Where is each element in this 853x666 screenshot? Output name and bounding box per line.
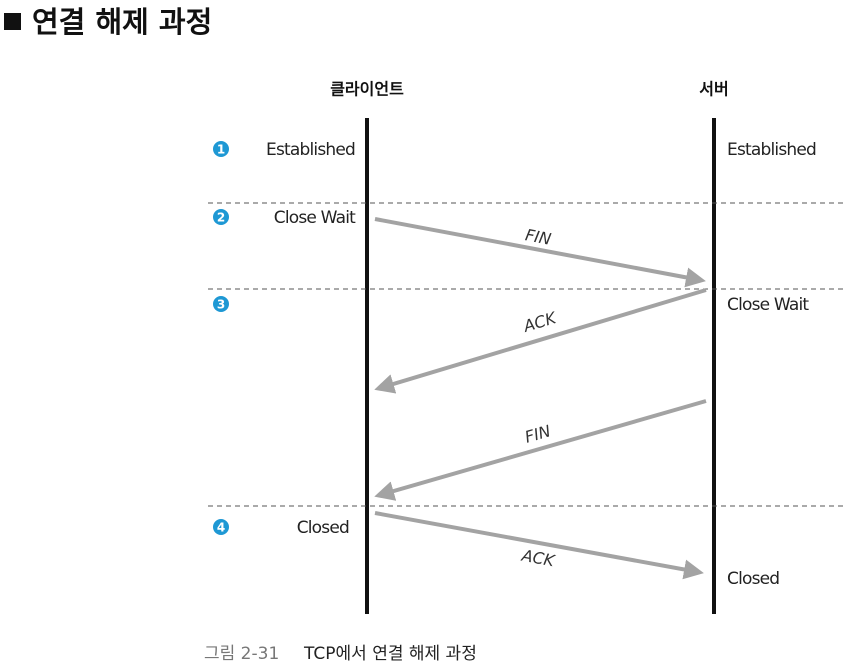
step-number: 4 [217,521,225,535]
step-badge: 2 [213,209,229,225]
server-state: Closed [727,569,779,589]
client-header: 클라이언트 [330,80,404,99]
caption-text: TCP에서 연결 해제 과정 [303,644,477,664]
step-badge: 3 [213,296,229,312]
message-arrow [374,217,706,288]
client-state: Close Wait [274,208,356,228]
client-state: Established [266,140,355,160]
step-number: 2 [217,211,225,225]
message-arrow [374,288,707,394]
server-state: Close Wait [727,295,809,315]
page-title: 연결 해제 과정 [32,5,212,39]
message-arrow [374,399,707,501]
client-state: Closed [297,518,349,538]
message-arrow [374,511,704,580]
server-header: 서버 [699,80,728,99]
step-number: 1 [217,143,225,157]
message-label: FIN [523,421,553,446]
message-label: ACK [519,546,557,571]
message-label: ACK [520,308,559,336]
step-badge: 4 [213,519,229,535]
title-bullet [4,13,21,30]
step-number: 3 [217,298,225,312]
server-state: Established [727,140,816,160]
step-badge: 1 [213,141,229,157]
message-label: FIN [524,225,553,248]
caption-label: 그림 2-31 [204,644,279,664]
